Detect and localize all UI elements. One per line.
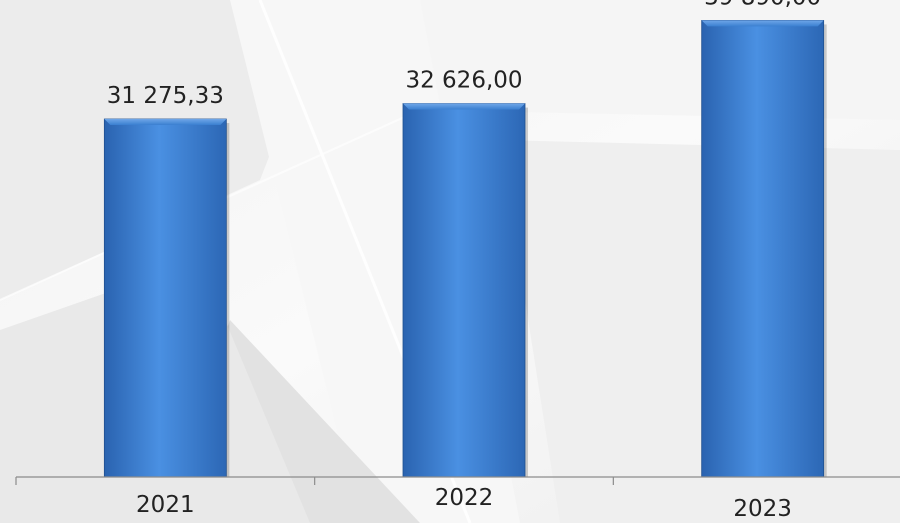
data-label-2021: 31 275,33 (107, 83, 224, 109)
bar-bevel-2022 (403, 103, 525, 110)
bar-2021 (103, 118, 227, 478)
bar-bevel-2023 (701, 20, 824, 27)
data-label-2023: 39 890,00 (704, 0, 821, 10)
bar-2023 (701, 20, 825, 478)
bar-bevel-2021 (104, 119, 227, 126)
x-tick-label-2022: 2022 (435, 485, 494, 511)
data-label-2022: 32 626,00 (405, 68, 522, 94)
bar-2022 (402, 103, 526, 478)
x-tick-label-2023: 2023 (733, 496, 792, 522)
x-tick-label-2021: 2021 (136, 492, 195, 518)
